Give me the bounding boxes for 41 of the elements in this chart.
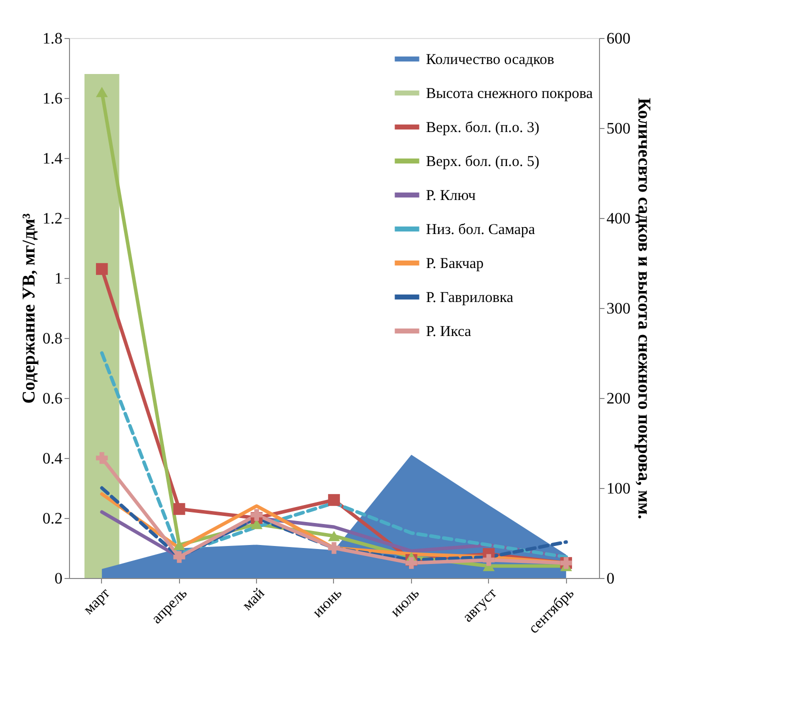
legend-label: Р. Ключ [426,188,476,204]
y2-tick-label: 100 [606,480,630,498]
legend-label: Верх. бол. (п.о. 3) [426,120,540,136]
legend-label: Р. Гавриловка [426,290,514,306]
legend-label: Низ. бол. Самара [426,222,536,238]
point [96,86,108,98]
legend-label: Р. Икса [426,324,472,340]
point [328,494,340,506]
y-tick-label: 1 [54,270,62,288]
legend-label: Р. Бакчар [426,256,484,272]
y-axis-title: Содержание УВ, мг/дм³ [18,212,38,404]
y-tick-label: 0.8 [42,330,62,348]
point [173,551,186,563]
y-tick-label: 0.4 [42,450,62,468]
x-tick-label: май [240,586,268,614]
y2-tick-label: 300 [606,300,630,318]
y2-tick-label: 600 [606,30,630,48]
point [405,557,418,569]
legend-label: Высота снежного покрова [426,86,594,102]
point [96,452,108,464]
y2-tick-label: 0 [606,570,614,588]
point [328,530,340,542]
point [173,540,186,550]
y-tick-label: 1.6 [42,90,62,108]
y-tick-label: 1.2 [42,210,62,228]
legend-label: Количество осадков [426,52,554,68]
point [482,554,495,566]
point [250,509,263,521]
y2-axis-title: Количесвто садков и высота снежного покрова, мм. [634,98,654,520]
y2-tick-label: 400 [606,210,630,228]
point [96,263,108,275]
y-tick-label: 0.6 [42,390,62,408]
point [328,542,340,554]
y-tick-label: 1.4 [42,150,62,168]
y-tick-label: 0 [54,570,62,588]
point [173,503,186,515]
y-tick-label: 0.2 [42,510,62,528]
y-tick-label: 1.8 [42,30,62,48]
y2-tick-label: 500 [606,120,630,138]
legend-label: Верх. бол. (п.о. 5) [426,154,540,170]
y2-tick-label: 200 [606,390,630,408]
